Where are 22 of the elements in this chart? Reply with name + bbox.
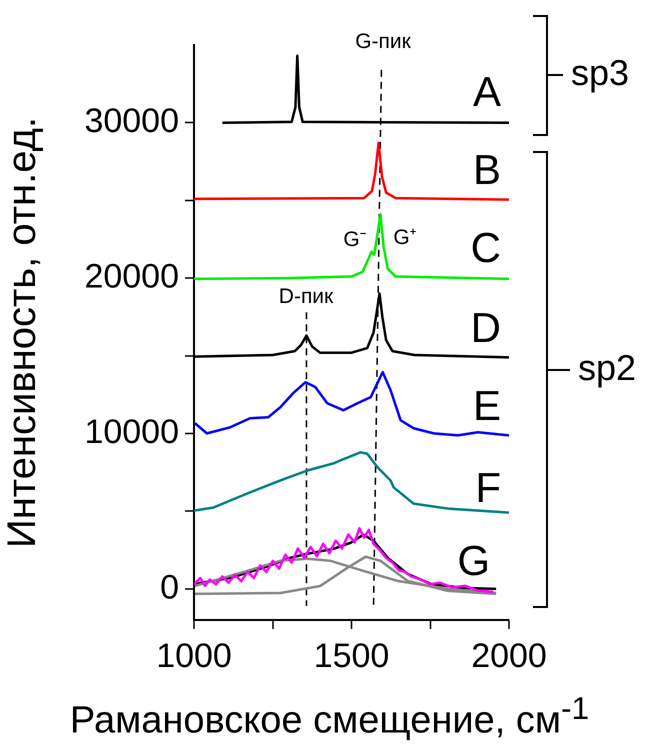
y-tick-label: 30000 — [84, 102, 179, 140]
text: sp3 — [571, 52, 630, 94]
annotation: B — [472, 146, 501, 193]
annotation: D-пик — [278, 284, 334, 308]
x-tick-label: 1500 — [314, 636, 390, 675]
x-axis-title: Рамановское смещение, см$^{-1}$ — [68, 690, 590, 743]
annotation: G — [457, 537, 490, 584]
annotation: F — [475, 464, 501, 511]
x-tick-label: 1000 — [156, 636, 232, 675]
annotation: G⁻ — [343, 228, 367, 251]
y-tick-label: 10000 — [84, 412, 179, 451]
y-tick-label: 0 — [160, 568, 179, 606]
annotation: E — [472, 382, 501, 429]
annotation: G⁺ — [393, 226, 417, 249]
annotation: A — [472, 68, 501, 115]
y-tick-label: 20000 — [84, 257, 179, 296]
text: sp2 — [578, 347, 636, 389]
annotation: G-пик — [355, 30, 412, 53]
x-tick-label: 2000 — [471, 636, 547, 675]
annotation: D — [470, 304, 501, 351]
y-axis-title: Интенсивность, отн.ед. — [0, 116, 44, 548]
annotation: C — [470, 224, 501, 271]
